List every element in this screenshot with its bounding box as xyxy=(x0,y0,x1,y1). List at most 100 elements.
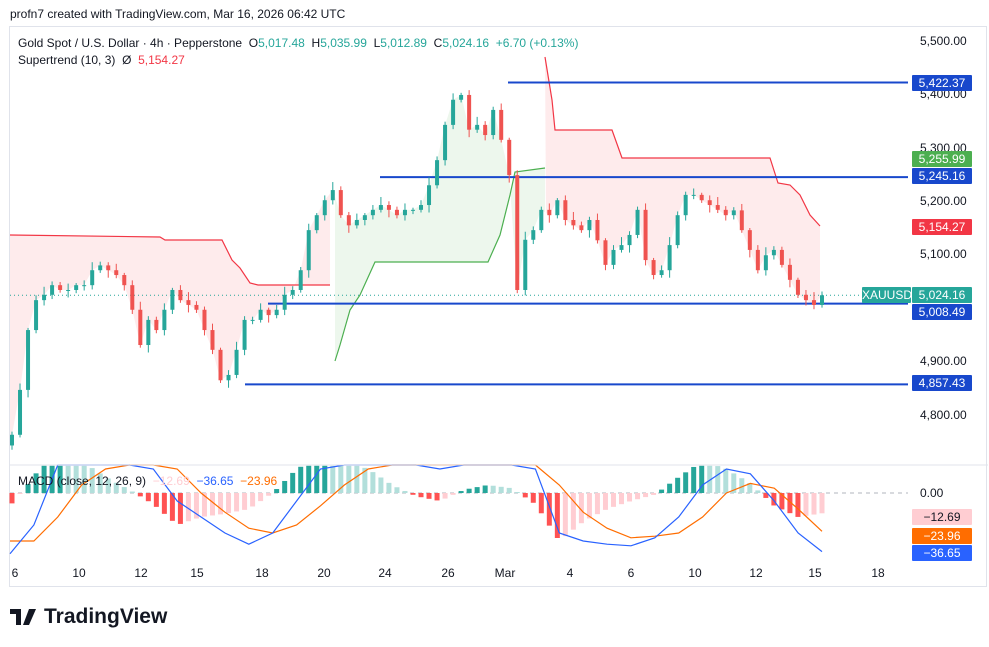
candle-body xyxy=(98,265,103,271)
candle-body xyxy=(18,389,23,435)
candle-body xyxy=(427,185,432,206)
candle-body xyxy=(491,109,496,136)
candle-body xyxy=(82,285,87,287)
candle-body xyxy=(563,200,568,220)
candle-body xyxy=(210,330,215,350)
macd-histogram-bar xyxy=(97,473,103,493)
candle-body xyxy=(483,124,488,136)
macd-histogram-bar xyxy=(298,466,304,493)
candle-body xyxy=(499,109,504,140)
macd-histogram-bar xyxy=(643,493,649,498)
macd-histogram-bar xyxy=(193,493,199,519)
supertrend-value: 5,154.27 xyxy=(138,53,185,67)
candle-body xyxy=(162,309,167,331)
macd-histogram-bar xyxy=(458,491,464,493)
candle-body xyxy=(779,249,784,265)
candle-body xyxy=(42,294,47,301)
price-tick: 4,900.00 xyxy=(920,354,967,368)
macd-histogram-bar xyxy=(346,465,352,493)
candle-body xyxy=(443,124,448,161)
macd-histogram-bar xyxy=(362,467,368,493)
symbol-tag: XAUUSD xyxy=(862,287,913,303)
candle-body xyxy=(675,215,680,246)
macd-histogram-bar xyxy=(747,483,753,493)
candle-body xyxy=(114,270,119,276)
low-value: 5,012.89 xyxy=(380,36,427,50)
macd-histogram-bar xyxy=(474,487,480,493)
candle-body xyxy=(803,294,808,301)
macd-histogram-bar xyxy=(659,489,665,493)
price-tick: 5,100.00 xyxy=(920,247,967,261)
candle-body xyxy=(435,160,440,186)
candle-body xyxy=(394,209,399,216)
candle-body xyxy=(410,209,415,211)
macd-histogram-bar xyxy=(234,493,240,512)
macd-histogram-bar xyxy=(578,493,584,524)
chart-legend: Gold Spot / U.S. Dollar · 4h · Peppersto… xyxy=(18,35,578,69)
candle-body xyxy=(747,230,752,250)
candle-body xyxy=(635,209,640,235)
macd-histogram-bar xyxy=(370,472,376,493)
macd-histogram-bar xyxy=(651,493,657,495)
symbol-title[interactable]: Gold Spot / U.S. Dollar · 4h · Peppersto… xyxy=(18,36,243,50)
candle-body xyxy=(50,285,55,295)
candle-body xyxy=(755,249,760,271)
macd-label[interactable]: MACD (close, 12, 26, 9) xyxy=(18,474,147,488)
supertrend-label[interactable]: Supertrend (10, 3) xyxy=(18,53,116,67)
price-tick: 5,500.00 xyxy=(920,34,967,48)
candle-body xyxy=(290,289,295,295)
candle-body xyxy=(699,194,704,201)
supertrend-fill xyxy=(545,57,820,305)
candle-body xyxy=(547,209,552,216)
macd-histogram-bar xyxy=(314,465,320,493)
candle-body xyxy=(459,94,464,100)
candle-body xyxy=(386,205,391,210)
candle-body xyxy=(651,260,656,276)
candle-body xyxy=(579,225,584,231)
high-label: H xyxy=(311,36,321,50)
macd-zero-tick: 0.00 xyxy=(920,486,944,500)
macd-histogram-bar xyxy=(137,493,143,497)
candle-body xyxy=(146,319,151,346)
macd-histogram-bar xyxy=(707,465,713,493)
macd-histogram-bar xyxy=(570,493,576,530)
macd-histogram-bar xyxy=(627,493,633,502)
candle-body xyxy=(298,270,303,290)
macd-histogram-bar xyxy=(306,465,312,493)
candle-body xyxy=(667,245,672,271)
macd-histogram-bar xyxy=(113,482,119,493)
macd-histogram-bar xyxy=(129,491,135,493)
candle-body xyxy=(242,319,247,350)
candle-body xyxy=(194,304,199,310)
macd-histogram-bar xyxy=(602,493,608,510)
macd-histogram-bar xyxy=(699,465,705,493)
macd-histogram-bar xyxy=(482,485,488,493)
macd-histogram-bar xyxy=(218,493,224,515)
last-price-tag: 5,024.16 xyxy=(912,287,972,303)
candle-body xyxy=(707,200,712,206)
macd-histogram-bar xyxy=(33,473,39,493)
macd-histogram-bar xyxy=(811,493,817,515)
level-tag: 5,422.37 xyxy=(912,75,972,91)
candle-body xyxy=(419,205,424,210)
low-label: L xyxy=(373,36,381,50)
macd-histogram-bar xyxy=(442,493,448,499)
candle-body xyxy=(603,240,608,265)
macd-histogram-bar xyxy=(378,477,384,493)
candle-body xyxy=(467,94,472,130)
macd-histogram-bar xyxy=(763,493,769,498)
tradingview-logo-icon xyxy=(10,609,36,625)
macd-histogram-bar xyxy=(330,465,336,493)
open-label: O xyxy=(248,36,259,50)
macd-histogram-bar xyxy=(81,465,87,493)
macd-histogram-bar xyxy=(619,493,625,505)
candle-body xyxy=(346,215,351,226)
level-tag: 5,245.16 xyxy=(912,168,972,184)
candle-body xyxy=(507,139,512,176)
candle-body xyxy=(314,215,319,231)
macd-hist-tag: −12.69 xyxy=(912,509,972,525)
supertrend-symbol: Ø xyxy=(122,53,132,67)
candle-body xyxy=(691,194,696,196)
tradingview-logo[interactable]: TradingView xyxy=(10,605,167,629)
